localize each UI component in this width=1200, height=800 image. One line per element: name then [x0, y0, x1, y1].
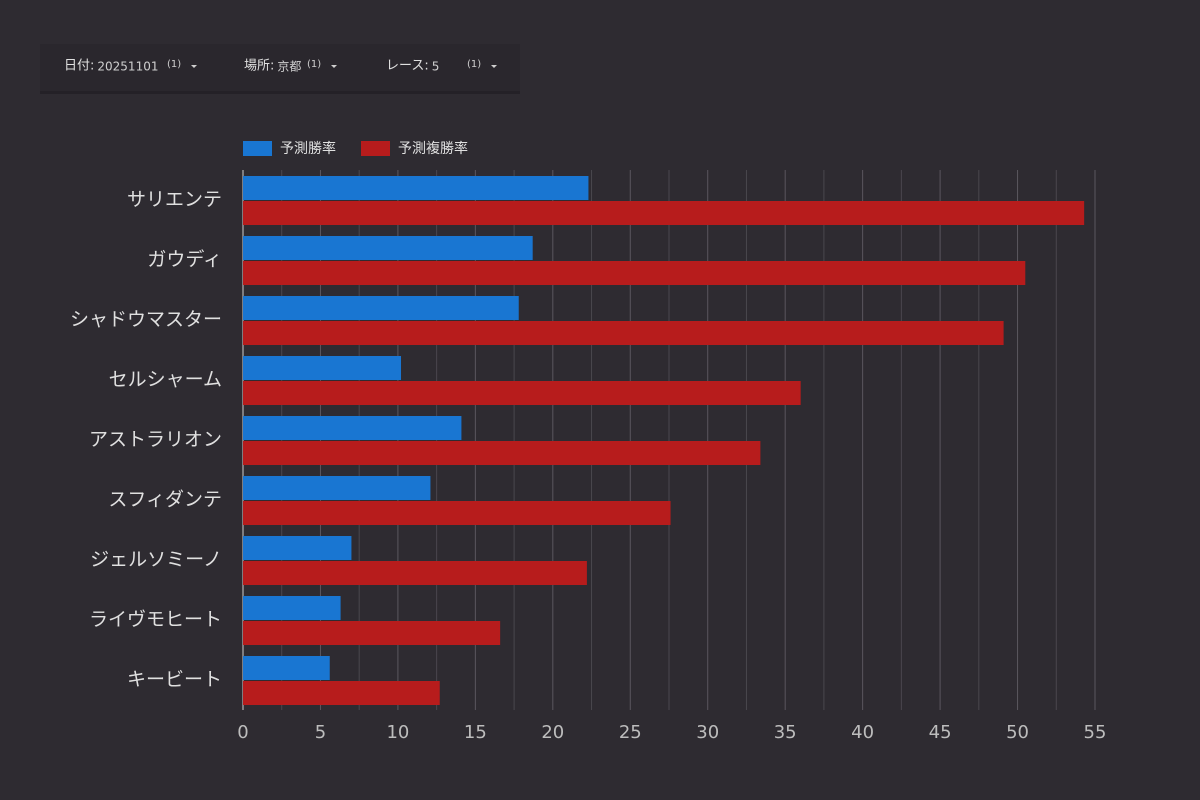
bar [243, 381, 801, 405]
filter-bar [40, 44, 520, 92]
legend-swatch [243, 141, 272, 156]
bar [243, 296, 519, 320]
y-tick-label: シャドウマスター [70, 309, 222, 331]
filter-bar-shadow [40, 91, 520, 94]
legend-label: 予測勝率 [280, 140, 336, 157]
bar [243, 261, 1026, 285]
x-tick-label: 55 [1084, 722, 1107, 743]
filter-value: 20251101 [97, 60, 158, 74]
bar [243, 536, 352, 560]
filter-label: 場所: [244, 59, 274, 74]
x-tick-label: 35 [774, 722, 797, 743]
bar [243, 681, 440, 705]
x-tick-label: 5 [315, 722, 326, 743]
legend-swatch [361, 141, 390, 156]
filter-label: レース: [386, 59, 429, 74]
bar [243, 476, 431, 500]
y-tick-label: サリエンテ [127, 189, 222, 211]
filter-value: 5 [432, 60, 440, 74]
x-tick-label: 40 [851, 722, 874, 743]
x-tick-label: 25 [619, 722, 642, 743]
bar [243, 321, 1004, 345]
filter-count: (1) [467, 59, 481, 70]
dropdown-arrow [331, 65, 337, 68]
y-tick-label: ガウディ [147, 249, 222, 271]
bar [243, 176, 589, 200]
x-tick-label: 45 [929, 722, 952, 743]
x-tick-label: 20 [541, 722, 564, 743]
x-tick-label: 10 [386, 722, 409, 743]
filter-value: 京都 [277, 60, 301, 74]
x-tick-label: 50 [1006, 722, 1029, 743]
bar [243, 656, 330, 680]
legend-label: 予測複勝率 [398, 140, 468, 157]
y-tick-label: アストラリオン [89, 429, 222, 451]
x-tick-label: 0 [237, 722, 248, 743]
dropdown-arrow [191, 65, 197, 68]
y-tick-label: キービート [127, 669, 222, 691]
bar [243, 201, 1085, 225]
x-tick-label: 15 [464, 722, 487, 743]
bar [243, 621, 501, 645]
bar [243, 441, 761, 465]
y-tick-label: ライヴモヒート [89, 609, 222, 631]
dropdown-arrow [491, 65, 497, 68]
bar [243, 416, 462, 440]
bar [243, 501, 671, 525]
y-tick-label: スフィダンテ [108, 489, 222, 511]
bar [243, 596, 341, 620]
filter-count: (1) [167, 59, 181, 70]
filter-label: 日付: [64, 59, 94, 74]
x-tick-label: 30 [696, 722, 719, 743]
bar [243, 356, 402, 380]
y-tick-label: セルシャーム [109, 369, 222, 391]
bar [243, 236, 533, 260]
bar [243, 561, 587, 585]
y-tick-label: ジェルソミーノ [90, 549, 222, 571]
filter-count: (1) [307, 59, 321, 70]
